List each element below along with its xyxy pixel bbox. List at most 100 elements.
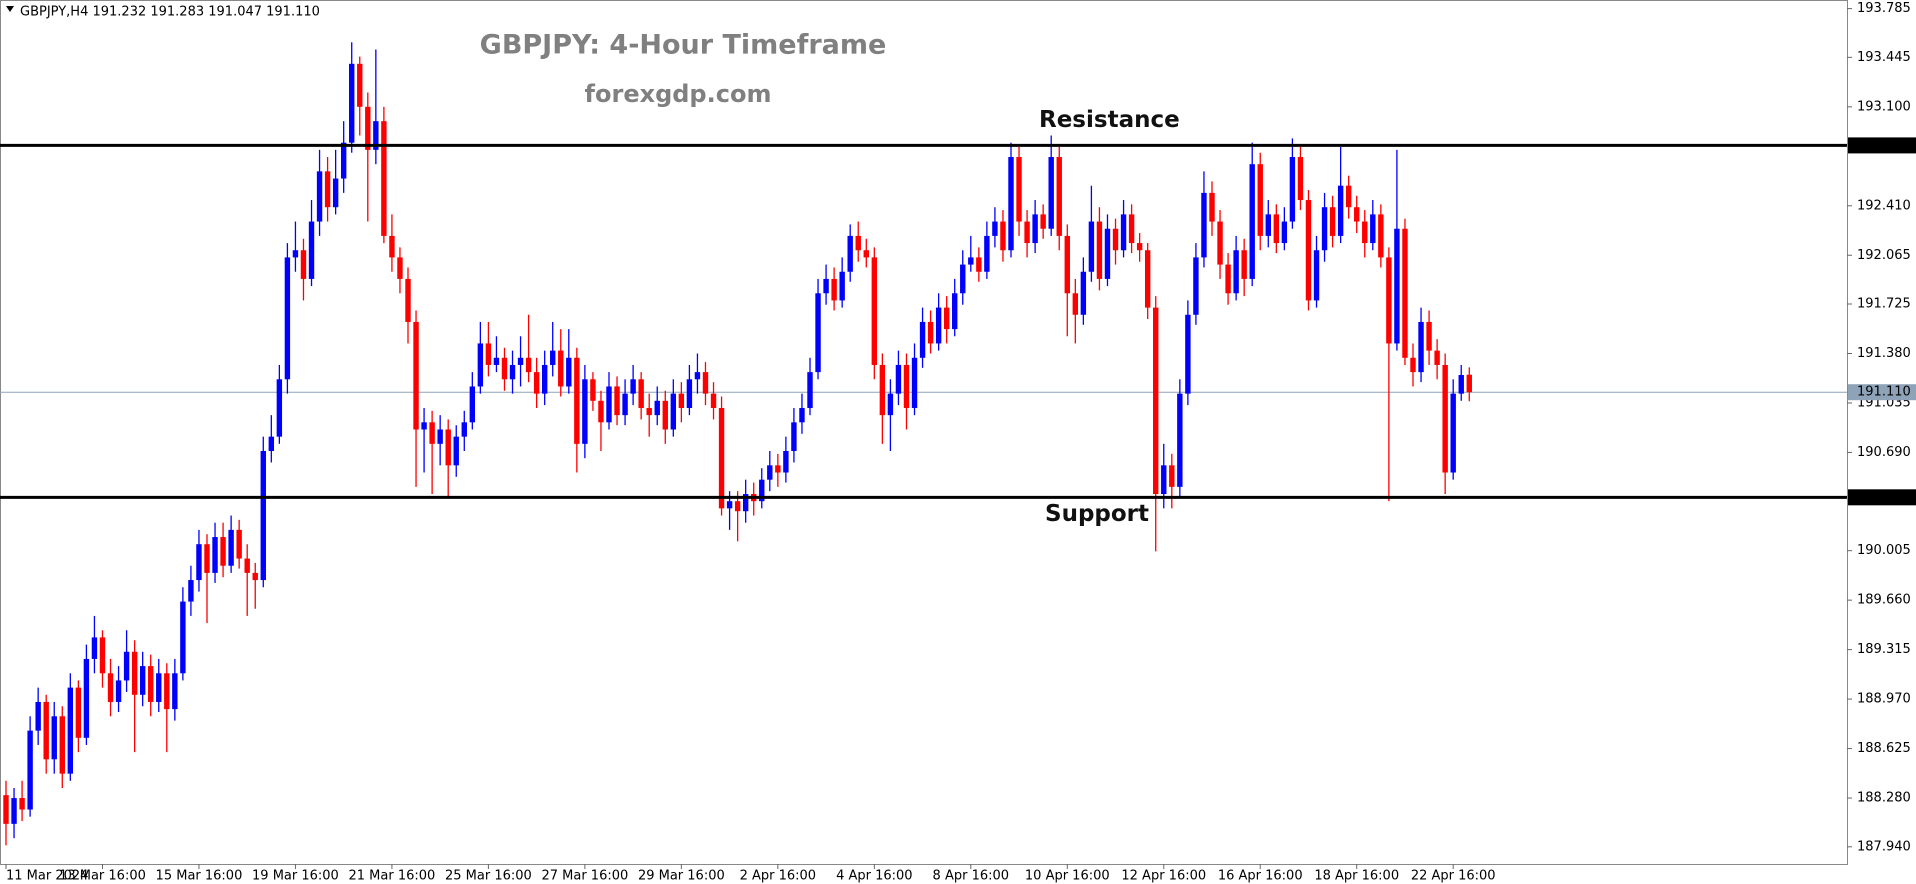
- candle-body: [11, 798, 17, 824]
- x-tick-label: 11 Mar 2024: [6, 869, 88, 884]
- candle-body: [236, 529, 242, 559]
- candle-body: [646, 407, 652, 416]
- candle-body: [590, 379, 596, 401]
- candle-body: [1177, 393, 1183, 487]
- candle-body: [196, 544, 202, 581]
- candle-body: [1297, 157, 1304, 201]
- candle-body: [574, 357, 580, 444]
- candle-body: [871, 257, 878, 365]
- candle-body: [662, 400, 668, 430]
- candle-body: [1072, 293, 1079, 315]
- candle-body: [943, 307, 950, 330]
- candle-body: [598, 400, 604, 423]
- level-label: 192.831: [1857, 138, 1911, 153]
- x-tick-label: 13 Mar 16:00: [59, 869, 146, 884]
- candle-body: [984, 235, 990, 272]
- candle-body: [260, 451, 266, 581]
- candle-body: [332, 178, 339, 208]
- y-tick-label: 188.280: [1857, 791, 1911, 806]
- candle-body: [131, 651, 138, 695]
- candle-body: [453, 436, 459, 466]
- candle-body: [1169, 465, 1175, 487]
- current-price-label: 191.110: [1857, 385, 1911, 400]
- candle-body: [952, 293, 958, 330]
- candle-body: [316, 171, 323, 222]
- candle-body: [582, 379, 588, 444]
- y-tick-label: 193.100: [1857, 99, 1911, 114]
- candle-body: [807, 372, 813, 408]
- candle-body: [654, 400, 660, 416]
- chart-header: GBPJPY,H4 191.232 191.283 191.047 191.11…: [20, 5, 320, 20]
- x-tick-label: 21 Mar 16:00: [349, 869, 436, 884]
- candle-body: [799, 407, 805, 423]
- x-tick-label: 19 Mar 16:00: [252, 869, 339, 884]
- candle-body: [437, 429, 443, 444]
- candle-body: [1016, 157, 1022, 222]
- candle-body: [1136, 243, 1143, 251]
- candle-body: [172, 673, 178, 710]
- candle-body: [1112, 228, 1119, 251]
- candle-body: [1386, 257, 1392, 344]
- candle-body: [678, 393, 685, 408]
- candle-body: [783, 451, 789, 473]
- candle-body: [839, 271, 845, 301]
- candle-body: [710, 393, 717, 408]
- candle-body: [51, 716, 57, 760]
- candle-body: [1345, 185, 1352, 208]
- candle-body: [107, 673, 114, 702]
- candle-body: [775, 465, 781, 473]
- candle-body: [1289, 157, 1296, 222]
- candle-body: [509, 364, 516, 380]
- candle-body: [863, 250, 869, 258]
- candle-body: [115, 680, 122, 702]
- x-tick-label: 8 Apr 16:00: [933, 869, 1010, 884]
- candle-body: [726, 501, 733, 509]
- candle-body: [1426, 321, 1432, 351]
- x-tick-label: 16 Apr 16:00: [1218, 869, 1303, 884]
- candle-body: [1281, 221, 1288, 244]
- candle-body: [1201, 192, 1207, 258]
- candle-body: [935, 307, 942, 344]
- candle-body: [413, 321, 419, 430]
- level-name: Resistance: [1039, 107, 1180, 133]
- candle-body: [1313, 250, 1320, 301]
- candle-body: [1370, 214, 1376, 244]
- candle-body: [501, 357, 508, 380]
- level-box: [1848, 137, 1916, 154]
- candle-body: [99, 637, 106, 674]
- candle-body: [823, 278, 829, 294]
- candle-body: [670, 393, 677, 430]
- candle-body: [485, 343, 492, 365]
- candle-body: [1024, 221, 1030, 244]
- candle-body: [1193, 257, 1199, 315]
- candle-body: [1402, 228, 1408, 358]
- candle-body: [791, 422, 797, 452]
- y-tick-label: 191.380: [1857, 346, 1911, 361]
- candle-body: [1225, 264, 1231, 294]
- y-tick-label: 189.660: [1857, 593, 1911, 608]
- candle-body: [292, 250, 299, 258]
- candle-body: [1120, 214, 1127, 251]
- candle-body: [1418, 321, 1424, 373]
- candle-body: [1442, 364, 1448, 473]
- candle-body: [1233, 250, 1239, 294]
- candle-body: [204, 544, 210, 573]
- y-tick-label: 192.410: [1857, 198, 1911, 213]
- y-tick-label: 189.315: [1857, 642, 1911, 657]
- candle-body: [461, 422, 467, 437]
- candle-body: [1337, 185, 1344, 236]
- candle-body: [718, 407, 725, 509]
- candle-body: [1104, 228, 1111, 279]
- candle-body: [469, 386, 476, 423]
- candle-body: [1241, 250, 1247, 279]
- candle-body: [1088, 221, 1095, 272]
- candle-body: [911, 357, 918, 408]
- candle-body: [927, 321, 934, 344]
- candle-body: [1354, 207, 1360, 222]
- x-tick-label: 18 Apr 16:00: [1314, 869, 1399, 884]
- candle-body: [381, 121, 387, 236]
- candle-body: [373, 121, 379, 150]
- candle-body: [742, 494, 749, 512]
- candle-body: [517, 357, 524, 365]
- candle-body: [75, 687, 82, 738]
